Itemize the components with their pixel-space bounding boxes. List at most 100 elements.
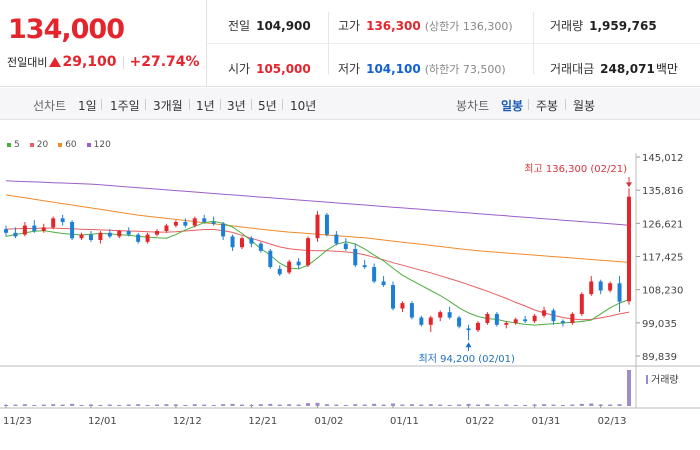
volume-bar (22, 404, 27, 406)
legend-swatch (29, 143, 34, 147)
candle-body (353, 249, 358, 266)
high-value: 136,300 (366, 18, 421, 33)
period-1y[interactable]: 1년 (196, 99, 215, 113)
y-tick-label: 126,621 (642, 219, 683, 230)
candle-body (409, 303, 414, 318)
change-label: 전일대비 (7, 56, 48, 69)
volume-label: 거래량 (550, 19, 584, 33)
candle-body (560, 321, 565, 323)
volume-bar (192, 404, 197, 406)
candle-body (315, 214, 320, 239)
candle-body (136, 234, 141, 242)
candle-body (532, 315, 537, 322)
volume-bar (419, 404, 424, 406)
volume-bar (136, 404, 141, 406)
candle-body (504, 322, 509, 325)
amount-label: 거래대금 (550, 62, 595, 76)
candle-body (570, 313, 575, 323)
low-value: 104,100 (366, 61, 421, 76)
candle-body (70, 221, 75, 239)
high-arrow-head (626, 182, 632, 188)
legend-label: 120 (93, 140, 111, 150)
volume-bar (551, 404, 556, 406)
high-annotation: 최고 136,300 (02/21) (524, 163, 627, 175)
candle-body (107, 232, 112, 237)
period-1d[interactable]: 1일 (78, 99, 97, 113)
volume-bar (598, 404, 603, 406)
volume-bar (334, 404, 339, 406)
x-tick-label: 12/21 (248, 416, 277, 427)
candle-body (324, 214, 329, 235)
candle-body (334, 234, 339, 244)
change-amount: 29,100 (62, 54, 117, 70)
divider (122, 55, 124, 69)
candle-body (51, 218, 56, 228)
candle-body (381, 281, 386, 286)
candle-body (117, 230, 122, 237)
chart-legend: 5 20 60 120 (7, 140, 121, 150)
divider (328, 12, 329, 74)
volume-bar (202, 404, 207, 406)
volume-label: 거래량 (651, 374, 679, 386)
divider (282, 99, 283, 110)
volume-bar (353, 404, 358, 406)
divider (207, 43, 700, 44)
volume-bar (107, 404, 112, 406)
lower-limit: (하한가 73,500) (424, 62, 506, 76)
candle-body (60, 218, 65, 222)
open-value: 105,000 (256, 61, 311, 76)
volume-bar (504, 404, 509, 406)
volume-bar (438, 404, 443, 406)
y-tick-label: 108,230 (642, 286, 683, 297)
amount-unit: 백만 (655, 62, 678, 76)
candle-body (438, 312, 443, 318)
volume-bar (523, 404, 528, 406)
x-tick-label: 12/12 (173, 416, 202, 427)
x-tick-label: 02/13 (598, 416, 627, 427)
volume-bar (164, 404, 169, 406)
period-1w[interactable]: 1주일 (110, 99, 140, 113)
y-tick-label: 89,839 (642, 352, 677, 363)
candle-body (372, 267, 377, 282)
divider (145, 99, 146, 110)
candle-body (447, 312, 452, 318)
candle-body (400, 303, 405, 309)
candle-body (589, 281, 594, 295)
candle-body (98, 232, 103, 241)
volume-bar (428, 404, 433, 406)
volume-bar (221, 404, 226, 406)
volume-bar (70, 403, 75, 406)
candle-body (230, 236, 235, 248)
legend-label: 60 (65, 140, 77, 150)
volume-bar (183, 404, 188, 406)
candle-body (88, 234, 93, 241)
price-box: 134,000 전일대비 29,100 +27.74% (0, 0, 207, 87)
divider (533, 12, 534, 74)
period-10y[interactable]: 10년 (290, 99, 317, 113)
low-arrow-head (465, 342, 472, 348)
candle-body (287, 261, 292, 273)
x-tick-label: 12/01 (88, 416, 117, 427)
period-3y[interactable]: 3년 (227, 99, 246, 113)
volume-bar (306, 403, 311, 406)
legend-ma120: 120 (86, 140, 111, 150)
candle-monthly[interactable]: 월봉 (573, 99, 596, 113)
volume-bar (268, 403, 273, 406)
legend-ma20: 20 (29, 140, 48, 150)
candle-body (4, 229, 8, 233)
candle-daily[interactable]: 일봉 (501, 99, 524, 113)
candle-body (277, 268, 282, 275)
y-tick-label: 99,035 (642, 319, 677, 330)
candle-body (457, 317, 462, 327)
candle-body (202, 218, 207, 222)
period-3m[interactable]: 3개월 (153, 99, 183, 113)
candle-weekly[interactable]: 주봉 (536, 99, 559, 113)
candle-body (249, 238, 254, 244)
y-tick-label: 145,012 (642, 153, 683, 164)
period-5y[interactable]: 5년 (258, 99, 277, 113)
volume-bar (466, 403, 471, 406)
candle-body (598, 281, 603, 291)
high-stat: 고가 136,300 (상한가 136,300) (338, 17, 513, 34)
volume-bar (560, 404, 565, 406)
